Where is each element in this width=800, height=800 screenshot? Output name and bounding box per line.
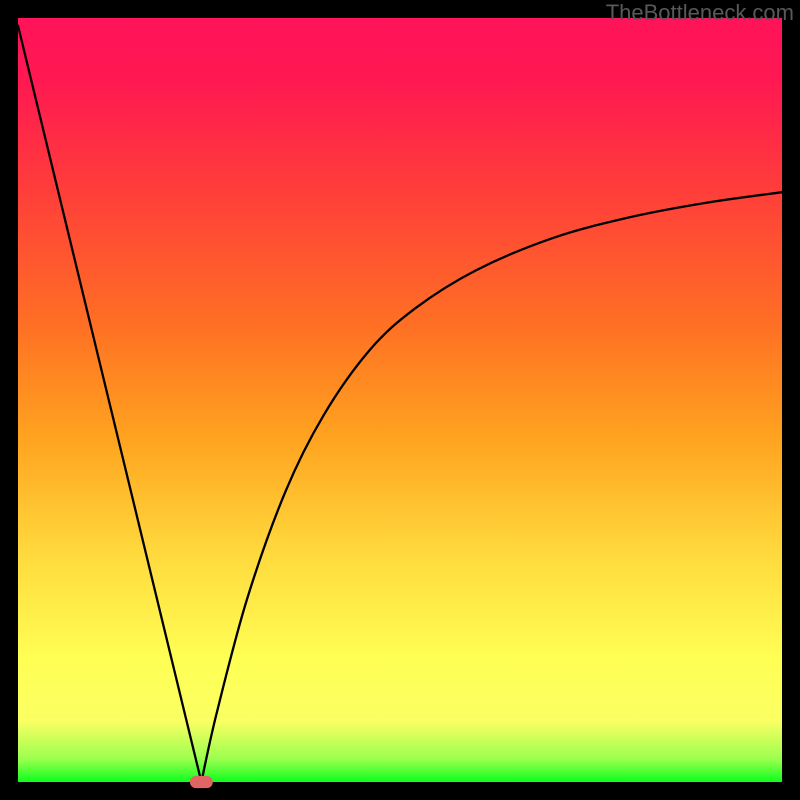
minimum-marker-layer [18,18,782,782]
gradient-plot-area [18,18,782,782]
minimum-marker [190,776,213,788]
watermark-label: TheBottleneck.com [606,0,794,26]
outer-frame: TheBottleneck.com [0,0,800,800]
